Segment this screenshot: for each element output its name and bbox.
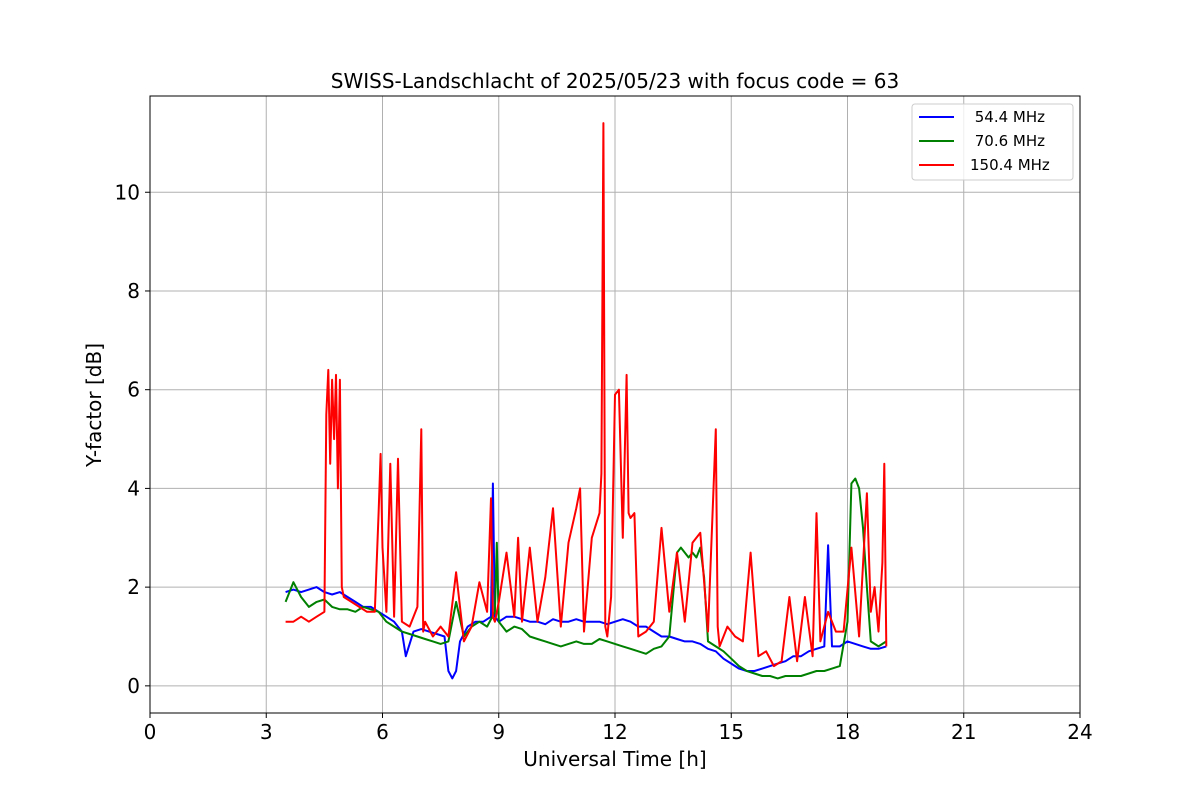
x-tick-label: 0 xyxy=(144,720,157,744)
x-tick-label: 18 xyxy=(835,720,860,744)
x-tick-label: 12 xyxy=(602,720,627,744)
x-tick-label: 9 xyxy=(492,720,505,744)
x-tick-label: 3 xyxy=(260,720,273,744)
legend-box xyxy=(911,103,1074,181)
y-tick-label: 4 xyxy=(127,476,140,500)
y-tick-label: 6 xyxy=(127,378,140,402)
series-line-2 xyxy=(284,477,887,680)
x-axis-label: Universal Time [h] xyxy=(523,747,706,771)
x-tick-label: 15 xyxy=(719,720,744,744)
x-tick-label: 6 xyxy=(376,720,389,744)
y-axis-label: Y-factor [dB] xyxy=(82,343,106,468)
y-tick-label: 2 xyxy=(127,575,140,599)
y-tick-label: 10 xyxy=(115,180,140,204)
series-group xyxy=(284,122,888,680)
legend: 54.4 MHz 70.6 MHz 150.4 MHz xyxy=(911,103,1074,181)
legend-label-3: 150.4 MHz xyxy=(970,156,1050,174)
y-tick-label: 0 xyxy=(127,674,140,698)
series-line-1 xyxy=(285,482,887,680)
y-tick-label: 8 xyxy=(127,279,140,303)
legend-label-2: 70.6 MHz xyxy=(970,132,1045,150)
x-tick-label: 21 xyxy=(951,720,976,744)
chart-title: SWISS-Landschlacht of 2025/05/23 with fo… xyxy=(331,69,899,93)
series-line-3 xyxy=(285,122,888,668)
legend-label-1: 54.4 MHz xyxy=(970,108,1045,126)
x-tick-label: 24 xyxy=(1067,720,1092,744)
